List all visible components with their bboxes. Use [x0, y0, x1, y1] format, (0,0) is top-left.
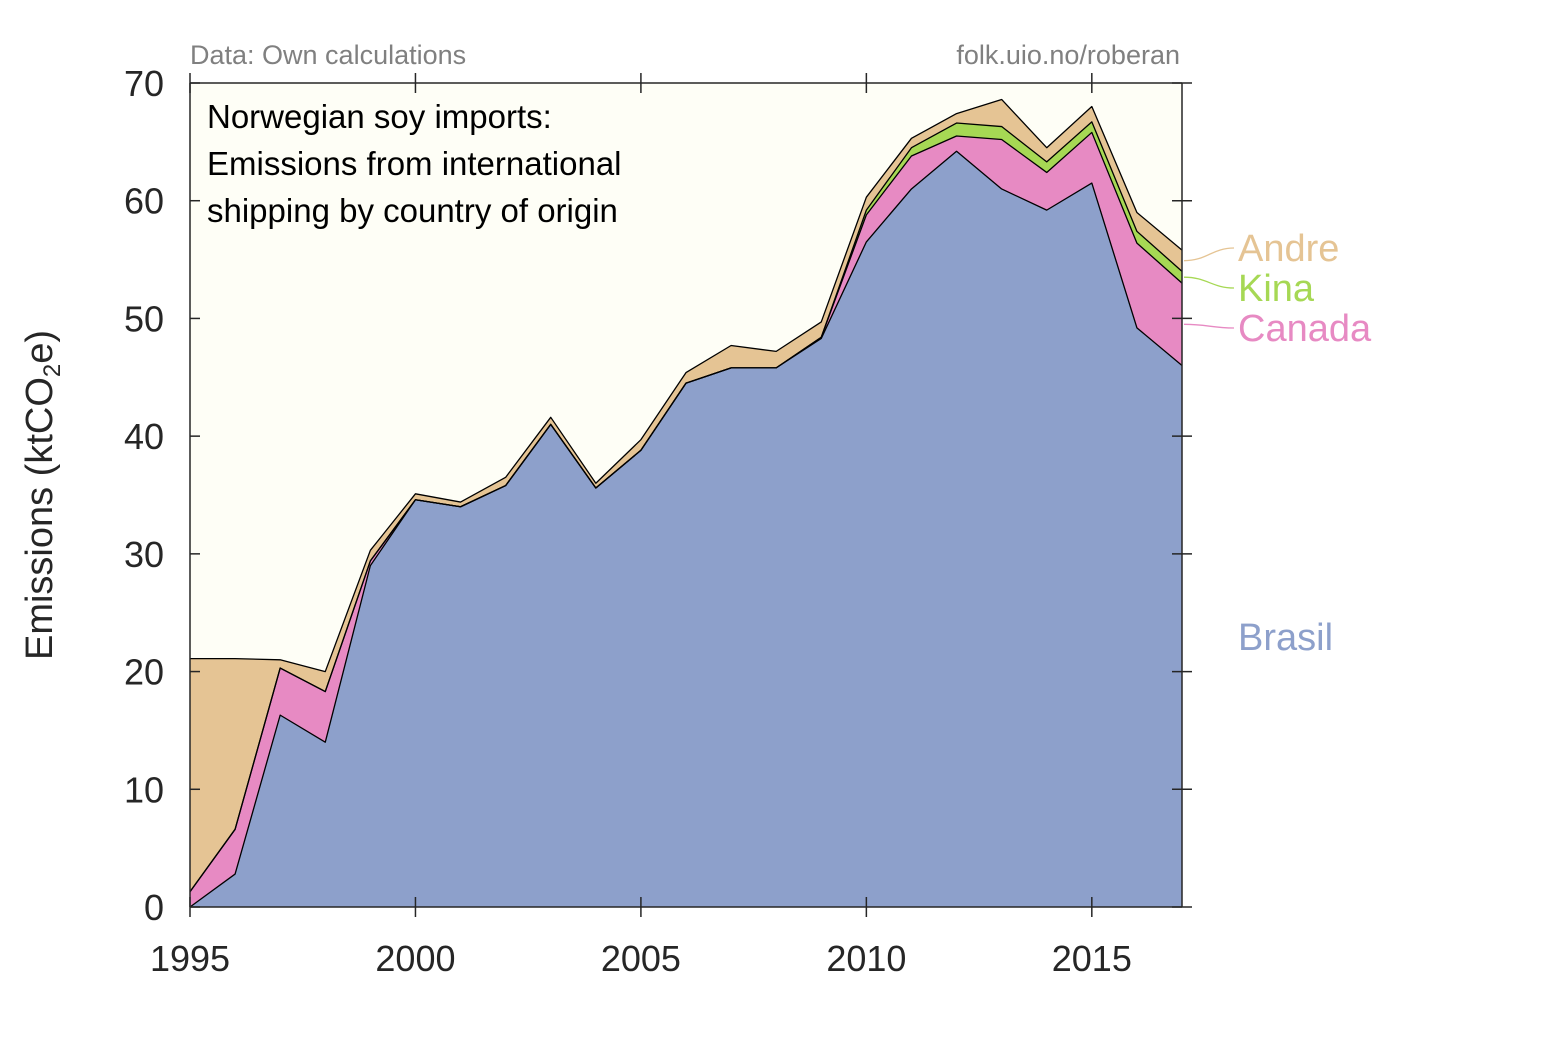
- url-note: folk.uio.no/roberan: [956, 40, 1180, 70]
- y-tick-label: 60: [124, 181, 164, 222]
- source-note: Data: Own calculations: [190, 40, 466, 70]
- legend-leader-kina: [1183, 276, 1235, 289]
- area-outline-kina: [189, 121, 1183, 893]
- legend-label-andre: Andre: [1238, 228, 1339, 270]
- legend-label-brasil: Brasil: [1238, 617, 1333, 659]
- legend-leader-andre: [1183, 247, 1235, 262]
- chart-title-line-2: Emissions from international: [207, 145, 622, 182]
- y-axis-title-end: e): [19, 330, 61, 364]
- y-axis-title: Emissions (ktCO2e): [19, 330, 66, 660]
- y-tick-label: 0: [144, 887, 164, 928]
- x-tick-label: 2015: [1052, 938, 1132, 979]
- x-tick-label: 2005: [601, 938, 681, 979]
- tick-labels: 0 10 20 30 40 50 60 70 1995 2000 2005 2010 2015: [124, 63, 1132, 979]
- y-tick-label: 20: [124, 652, 164, 693]
- y-tick-label: 40: [124, 416, 164, 457]
- x-tick-label: 2000: [375, 938, 455, 979]
- area-brasil: [190, 151, 1182, 907]
- y-axis-title-main: Emissions (ktCO: [19, 377, 61, 660]
- legend-leader-canada: [1183, 323, 1235, 329]
- area-outline-andre: [190, 98, 1183, 673]
- axes: [189, 73, 1192, 917]
- y-axis-title-subscript: 2: [39, 364, 66, 377]
- x-tick-label: 1995: [150, 938, 230, 979]
- legend-label-canada: Canada: [1238, 308, 1372, 350]
- y-tick-label: 10: [124, 769, 164, 810]
- y-tick-label: 70: [124, 63, 164, 104]
- area-series: [189, 98, 1183, 908]
- x-tick-label: 2010: [826, 938, 906, 979]
- chart-title-line-3: shipping by country of origin: [207, 192, 618, 229]
- chart-title-line-1: Norwegian soy imports:: [207, 98, 552, 135]
- y-tick-label: 30: [124, 534, 164, 575]
- y-tick-label: 50: [124, 298, 164, 339]
- legend-label-kina: Kina: [1238, 268, 1315, 310]
